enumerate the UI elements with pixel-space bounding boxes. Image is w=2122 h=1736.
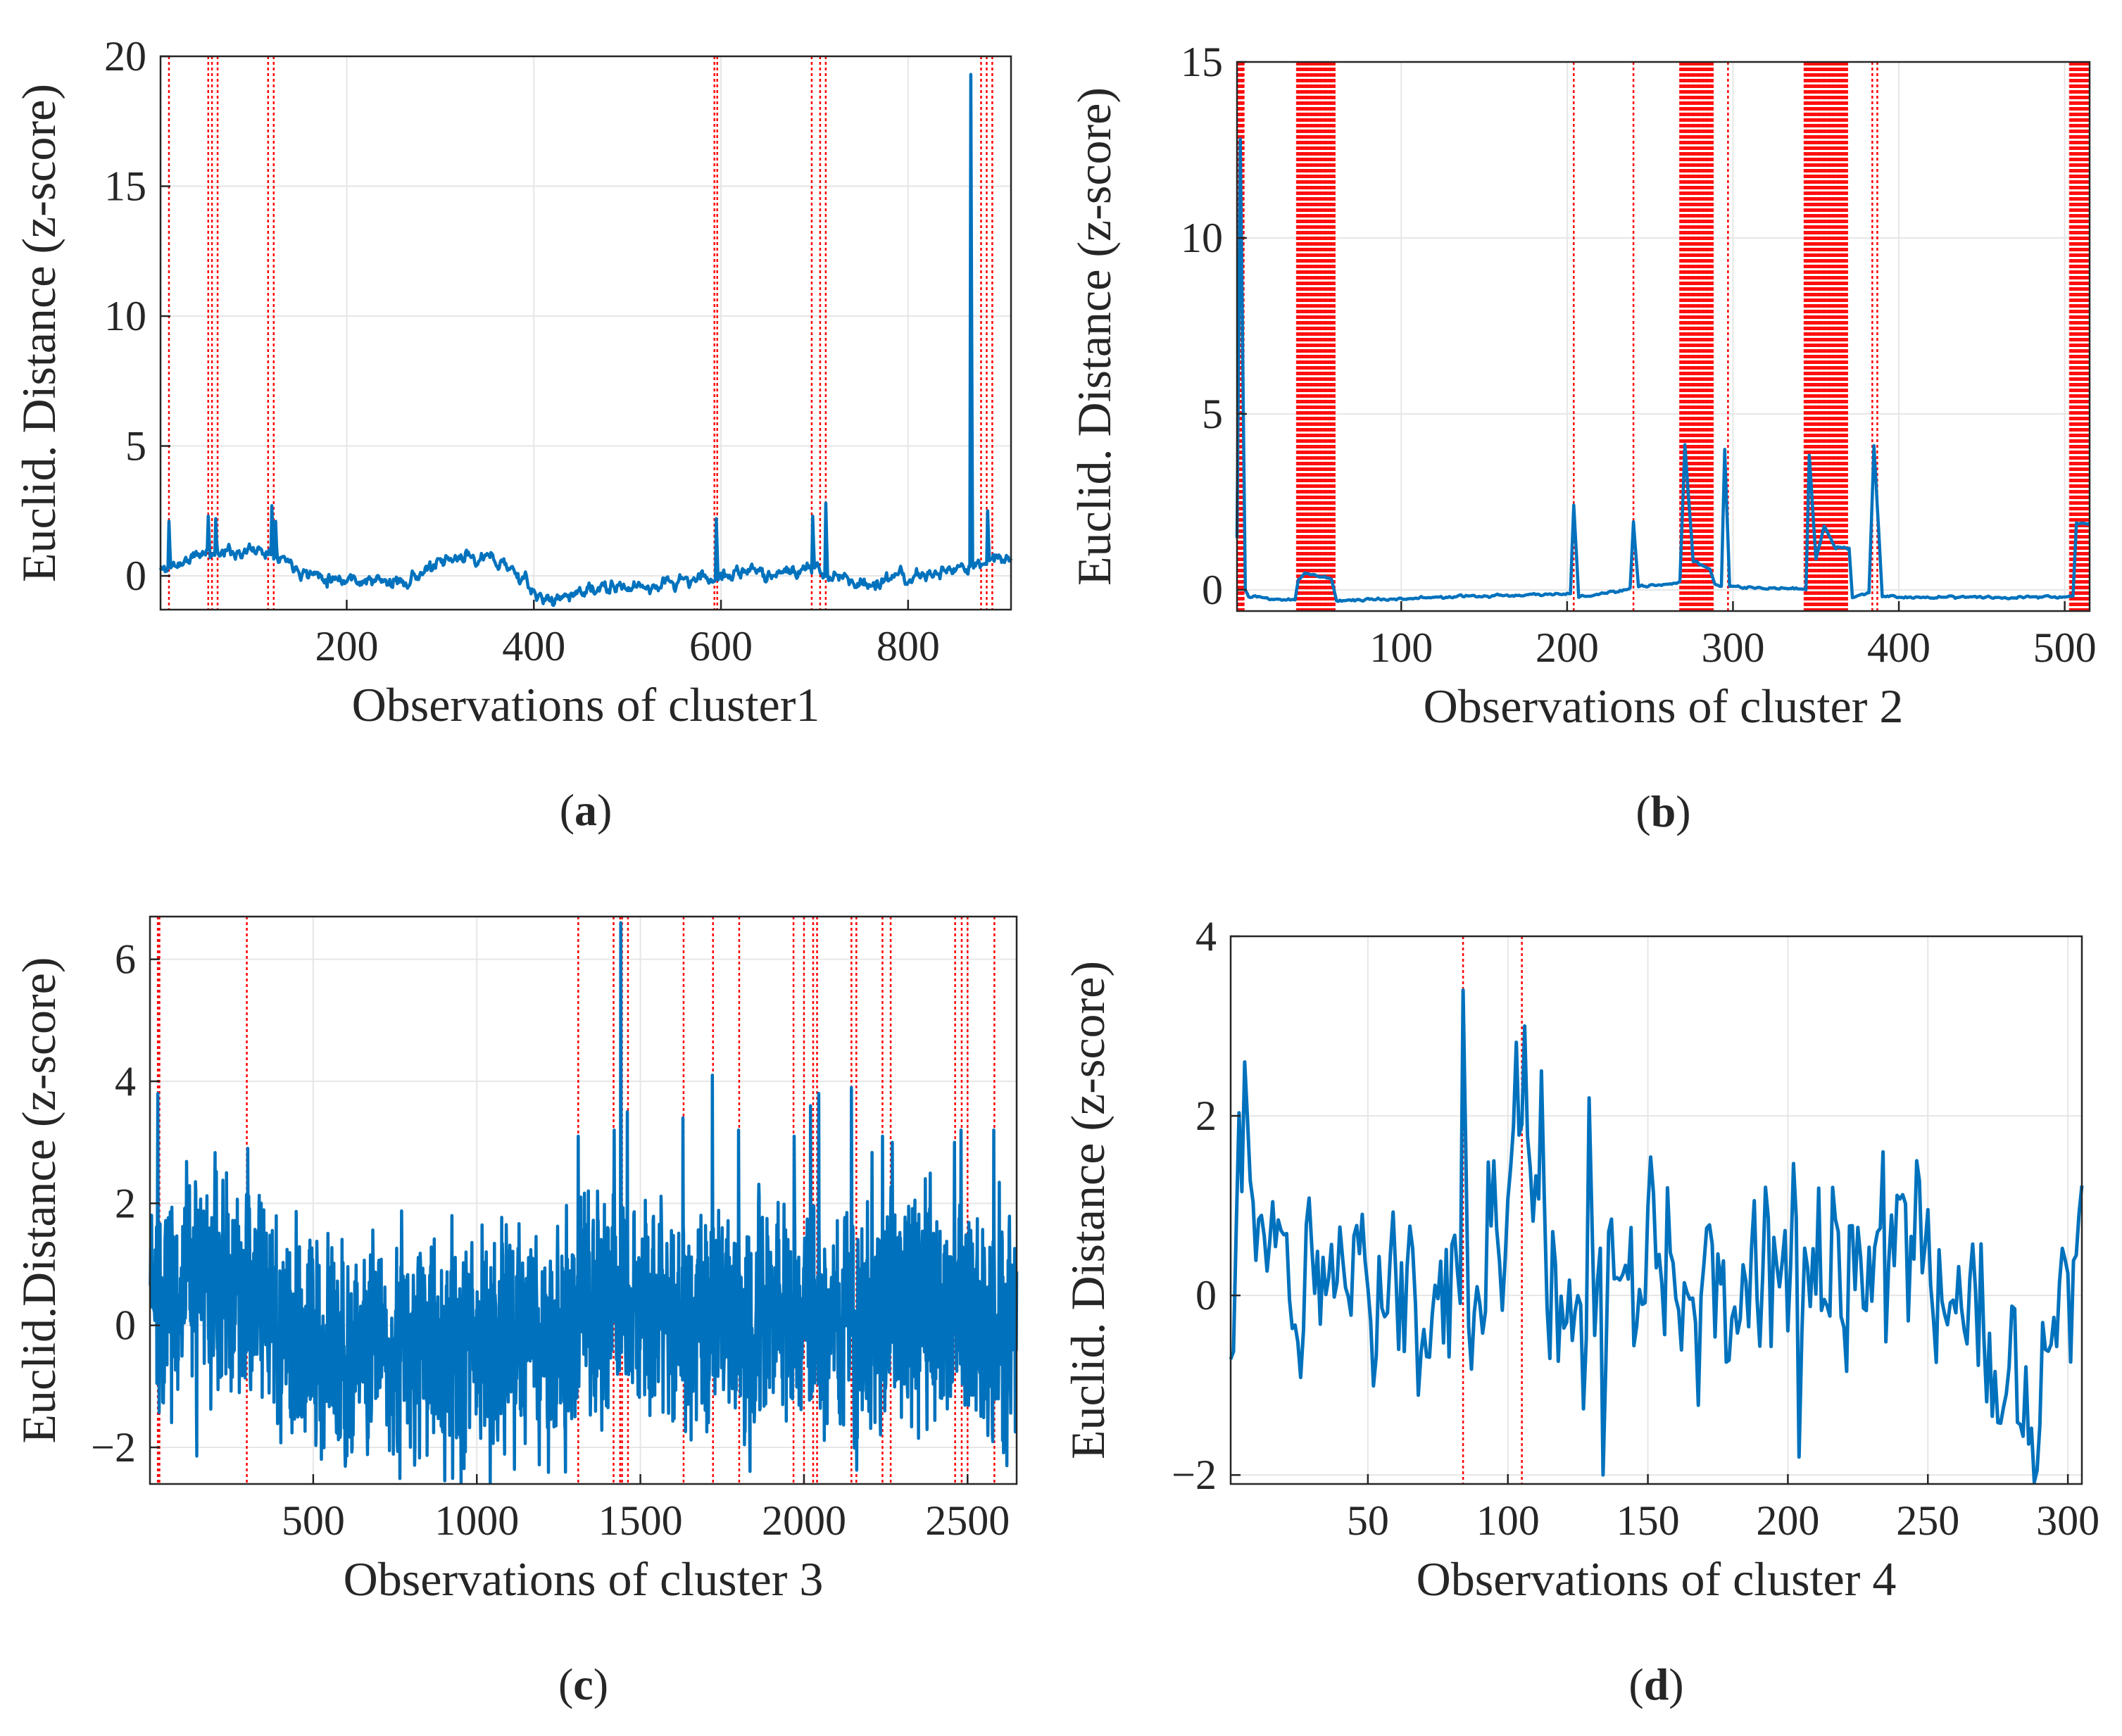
x-axis-label: Observations of cluster1 [352, 678, 820, 731]
series-line [158, 73, 1013, 608]
anomaly-span [1679, 62, 1714, 611]
panel-caption: (c) [558, 1659, 608, 1709]
plot-area [1231, 936, 2082, 1484]
x-tick-label: 2500 [925, 1497, 1010, 1544]
y-tick-label: 2 [115, 1180, 136, 1226]
y-tick-label: 15 [104, 163, 146, 210]
x-tick-label: 300 [2036, 1497, 2099, 1544]
y-tick-labels: −2 0 2 4 6 [91, 936, 160, 1471]
y-tick-labels: 0 5 10 15 [1181, 39, 1247, 613]
y-tick-label: 2 [1195, 1093, 1217, 1139]
x-tick-label: 400 [1867, 624, 1930, 671]
y-axis-label: Euclid. Distance (z-score) [12, 84, 65, 582]
panel-caption: (a) [560, 785, 613, 835]
x-tick-label: 150 [1616, 1497, 1680, 1544]
y-axis-label: Euclid. Distance (z-score) [1061, 961, 1115, 1459]
x-axis-label: Observations of cluster 3 [344, 1552, 824, 1606]
y-tick-label: −2 [91, 1424, 136, 1471]
x-tick-label: 400 [502, 623, 565, 669]
panel-c: 500 1000 1500 2000 2500 −2 0 2 4 6 Observations … [12, 915, 1019, 1709]
axes-frame [159, 55, 1012, 611]
axes-frame [149, 915, 1018, 1485]
y-tick-label: −2 [1172, 1452, 1217, 1498]
x-axis-label: Observations of cluster 2 [1424, 679, 1904, 733]
x-axis-label: Observations of cluster 4 [1417, 1552, 1897, 1606]
x-tick-label: 100 [1476, 1497, 1540, 1544]
panel-caption: (b) [1636, 786, 1690, 836]
x-tick-label: 250 [1896, 1497, 1959, 1544]
y-tick-label: 5 [1202, 391, 1223, 437]
y-tick-label: 5 [125, 423, 146, 470]
x-tick-label: 1000 [434, 1497, 519, 1544]
panel-d: 50 100 150 200 250 300 −2 0 2 4 Observations of … [1061, 913, 2099, 1709]
anomaly-span [1295, 62, 1336, 611]
x-tick-label: 300 [1701, 624, 1764, 671]
y-tick-label: 4 [115, 1058, 136, 1105]
x-tick-label: 100 [1369, 624, 1433, 671]
y-tick-label: 0 [125, 553, 146, 599]
y-tick-label: 6 [115, 936, 136, 983]
series-line [1229, 988, 2084, 1484]
x-tick-label: 500 [282, 1497, 345, 1544]
y-tick-label: 15 [1181, 39, 1223, 85]
y-tick-label: 20 [104, 33, 146, 80]
x-tick-labels: 200 400 600 800 [315, 600, 940, 669]
y-axis-label: Euclid.Distance (z-score) [12, 957, 65, 1444]
y-tick-label: 0 [1195, 1272, 1217, 1319]
anomaly-span [1803, 62, 1849, 611]
y-tick-labels: −2 0 2 4 [1172, 913, 1241, 1498]
x-tick-label: 600 [689, 623, 753, 669]
axes-frame [1229, 935, 2083, 1485]
y-tick-label: 10 [1181, 215, 1223, 261]
x-tick-labels: 50 100 150 200 250 300 [1347, 1474, 2099, 1544]
anomaly-spans [1236, 62, 2090, 611]
x-tick-label: 500 [2033, 624, 2097, 671]
x-tick-label: 1500 [598, 1497, 683, 1544]
y-tick-label: 4 [1195, 913, 1217, 960]
anomaly-lines [168, 56, 993, 610]
x-tick-labels: 500 1000 1500 2000 2500 [282, 1474, 1010, 1544]
y-tick-label: 10 [104, 293, 146, 339]
series-line [149, 921, 1019, 1485]
x-tick-labels: 100 200 300 400 500 [1369, 601, 2097, 671]
y-tick-labels: 0 5 10 15 20 [104, 33, 170, 599]
x-tick-label: 200 [1756, 1497, 1819, 1544]
plot-area [161, 56, 1011, 610]
x-tick-label: 2000 [762, 1497, 846, 1544]
panel-caption: (d) [1628, 1659, 1683, 1709]
panel-a: 200 400 600 800 0 5 10 15 20 Observations of cl… [12, 33, 1013, 835]
x-tick-label: 200 [1536, 624, 1599, 671]
x-tick-label: 200 [315, 623, 378, 669]
y-tick-label: 0 [1202, 567, 1223, 613]
panel-b: 100 200 300 400 500 0 5 10 15 Observations of c… [1067, 39, 2097, 836]
y-tick-label: 0 [115, 1302, 136, 1349]
x-tick-label: 800 [877, 623, 940, 669]
axes-frame [1236, 61, 2091, 612]
series-line [1235, 137, 2091, 603]
x-tick-label: 50 [1347, 1497, 1389, 1544]
y-axis-label: Euclid. Distance (z-score) [1067, 87, 1121, 586]
plot-area [1237, 62, 2090, 611]
